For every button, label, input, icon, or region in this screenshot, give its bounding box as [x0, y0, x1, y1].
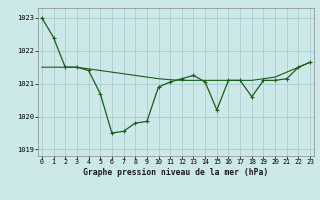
X-axis label: Graphe pression niveau de la mer (hPa): Graphe pression niveau de la mer (hPa) [84, 168, 268, 177]
